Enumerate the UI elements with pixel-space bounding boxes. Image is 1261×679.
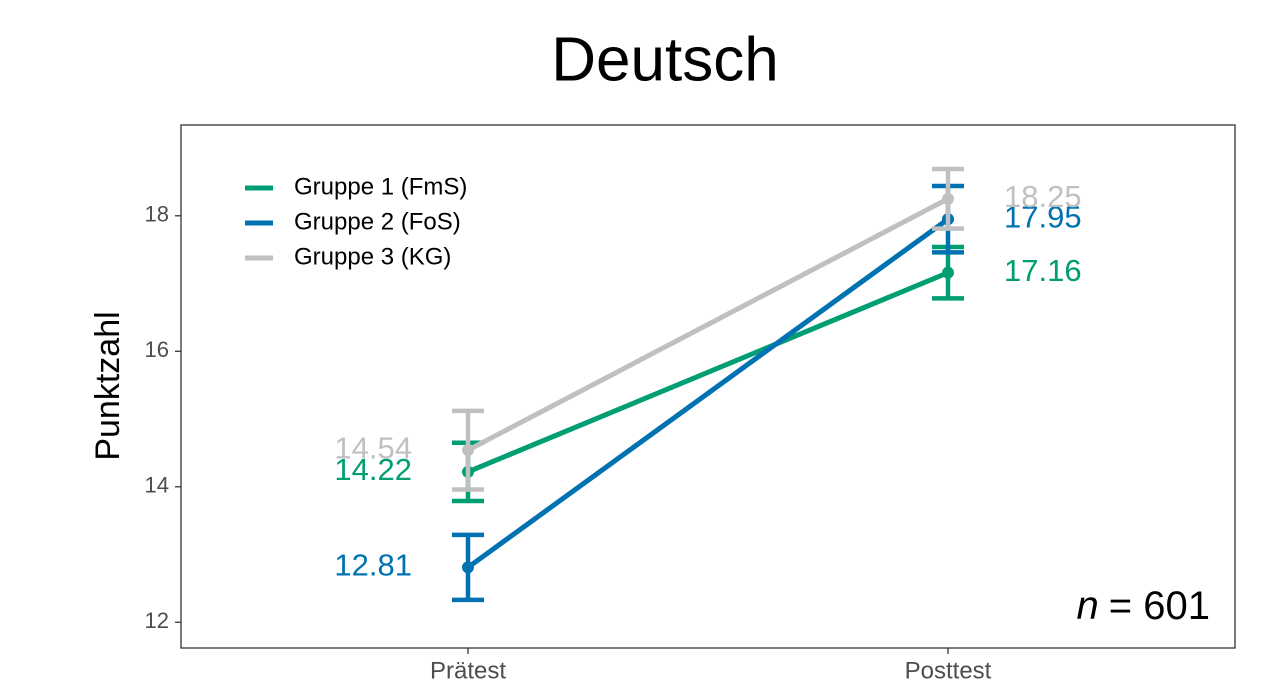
data-label: 17.95: [1004, 199, 1082, 234]
x-tick-label: Posttest: [905, 657, 992, 679]
y-axis-label: Punktzahl: [89, 311, 127, 460]
data-label: 12.81: [334, 548, 412, 583]
series-line: [466, 217, 950, 570]
data-point: [942, 266, 954, 279]
y-tick-label: 16: [145, 337, 169, 362]
y-tick-label: 14: [145, 473, 169, 498]
data-label: 17.16: [1004, 253, 1082, 288]
data-point: [462, 444, 474, 457]
chart-title: Deutsch: [551, 25, 778, 94]
series-line: [467, 270, 949, 475]
legend-label: Gruppe 2 (FoS): [294, 208, 461, 235]
plot-frame: [180, 124, 1236, 649]
legend-label: Gruppe 1 (FmS): [294, 173, 467, 200]
annotation-text: = 601: [1109, 584, 1210, 628]
series-line: [466, 196, 950, 453]
y-tick-label: 12: [145, 608, 169, 633]
x-tick-label: Prätest: [430, 657, 506, 679]
data-label: 18.25: [1004, 179, 1082, 214]
annotation-var: n: [1077, 584, 1099, 628]
data-point: [462, 561, 474, 574]
legend-label: Gruppe 3 (KG): [294, 243, 451, 270]
data-point: [942, 192, 954, 205]
y-tick-label: 18: [145, 202, 169, 227]
data-label: 14.54: [334, 430, 412, 465]
data-label: 14.22: [334, 452, 412, 487]
annotation: n = 601: [1077, 584, 1210, 628]
